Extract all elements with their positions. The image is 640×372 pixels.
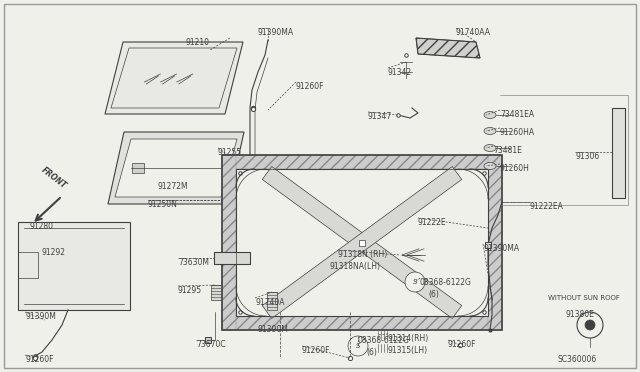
- Text: (6): (6): [428, 290, 439, 299]
- Text: WITHOUT SUN ROOF: WITHOUT SUN ROOF: [548, 295, 620, 301]
- Text: 91250N: 91250N: [148, 200, 178, 209]
- Text: 73481EA: 73481EA: [500, 110, 534, 119]
- Polygon shape: [108, 132, 244, 204]
- Polygon shape: [115, 139, 237, 197]
- Text: 91280: 91280: [30, 222, 54, 231]
- Ellipse shape: [484, 128, 496, 135]
- Ellipse shape: [484, 163, 496, 170]
- Text: S: S: [413, 279, 417, 285]
- Polygon shape: [222, 155, 236, 330]
- Text: 91260F: 91260F: [25, 355, 54, 364]
- Text: 91295: 91295: [178, 286, 202, 295]
- Text: 91314(RH): 91314(RH): [388, 334, 429, 343]
- Text: 91272M: 91272M: [158, 182, 189, 191]
- Circle shape: [577, 312, 603, 338]
- Text: 08368-6122G: 08368-6122G: [358, 336, 410, 345]
- Text: SC360006: SC360006: [558, 355, 597, 364]
- Text: 91390M: 91390M: [258, 325, 289, 334]
- Polygon shape: [236, 169, 488, 316]
- Polygon shape: [612, 108, 625, 198]
- Circle shape: [405, 272, 425, 292]
- Text: 91292: 91292: [42, 248, 66, 257]
- Text: 73670C: 73670C: [196, 340, 226, 349]
- Text: 91260F: 91260F: [302, 346, 330, 355]
- Text: 91740A: 91740A: [255, 298, 285, 307]
- Text: 91740AA: 91740AA: [456, 28, 491, 37]
- Polygon shape: [211, 285, 221, 300]
- Circle shape: [348, 336, 368, 356]
- Text: 91260F: 91260F: [296, 82, 324, 91]
- Polygon shape: [18, 222, 130, 310]
- Polygon shape: [262, 167, 461, 318]
- Ellipse shape: [484, 144, 496, 151]
- Polygon shape: [416, 38, 480, 58]
- Text: 91390MA: 91390MA: [258, 28, 294, 37]
- Text: 91390MA: 91390MA: [483, 244, 519, 253]
- Polygon shape: [214, 252, 250, 264]
- Polygon shape: [222, 155, 502, 169]
- Text: 73481E: 73481E: [493, 146, 522, 155]
- Polygon shape: [105, 42, 243, 114]
- Text: S: S: [356, 343, 360, 349]
- Polygon shape: [488, 155, 502, 330]
- Text: (6): (6): [366, 348, 377, 357]
- Text: 91260F: 91260F: [448, 340, 477, 349]
- Text: 91315(LH): 91315(LH): [388, 346, 428, 355]
- Text: 91342: 91342: [388, 68, 412, 77]
- Text: 91255: 91255: [218, 148, 242, 157]
- Text: 91318N (RH): 91318N (RH): [338, 250, 387, 259]
- Text: 73630M: 73630M: [178, 258, 209, 267]
- Text: 91260HA: 91260HA: [500, 128, 535, 137]
- Polygon shape: [222, 316, 502, 330]
- Text: 91306: 91306: [575, 152, 599, 161]
- Ellipse shape: [484, 112, 496, 119]
- Text: 08368-6122G: 08368-6122G: [420, 278, 472, 287]
- Text: 91210: 91210: [185, 38, 209, 47]
- Polygon shape: [132, 163, 144, 173]
- Text: FRONT: FRONT: [40, 166, 68, 191]
- Polygon shape: [262, 167, 461, 318]
- Text: 91222EA: 91222EA: [530, 202, 564, 211]
- Text: 91380E: 91380E: [565, 310, 594, 319]
- Text: 91390M: 91390M: [25, 312, 56, 321]
- Text: 91222E: 91222E: [418, 218, 447, 227]
- Text: 91260H: 91260H: [500, 164, 530, 173]
- Polygon shape: [267, 292, 277, 310]
- Circle shape: [585, 320, 595, 330]
- Text: 91347: 91347: [368, 112, 392, 121]
- Text: 91318NA(LH): 91318NA(LH): [330, 262, 381, 271]
